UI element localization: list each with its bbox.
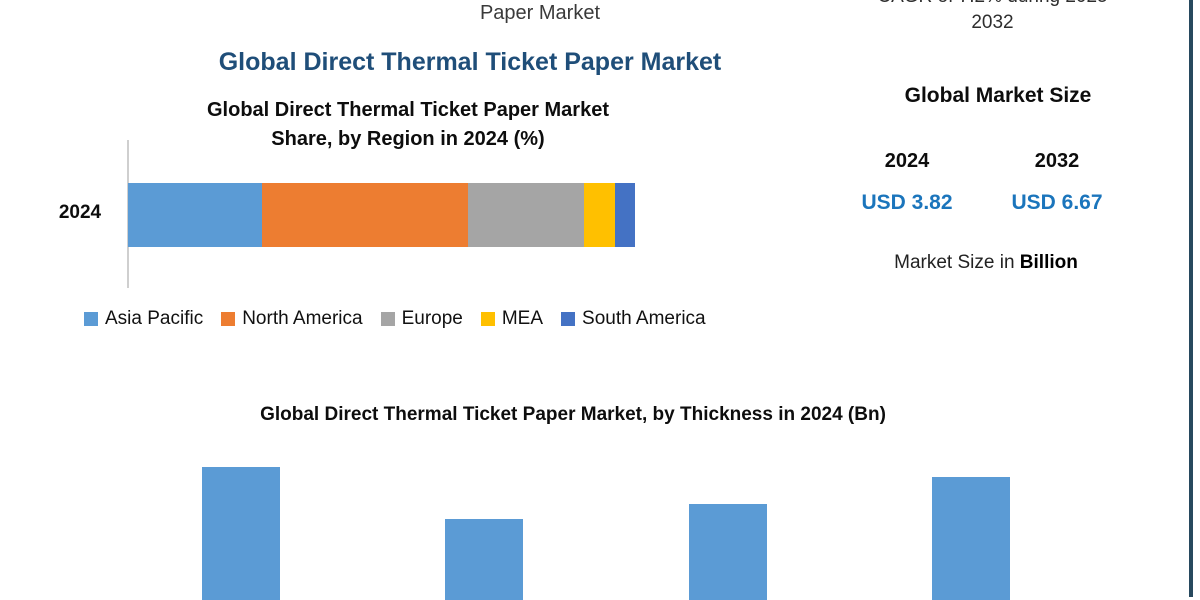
market-size-value-2032: USD 6.67 <box>1011 191 1103 214</box>
thickness-bar-3 <box>688 504 767 600</box>
legend-label-north-america: North America <box>242 308 363 329</box>
thickness-bars <box>0 440 1200 600</box>
region-chart-title: Global Direct Thermal Ticket Paper Marke… <box>123 96 693 154</box>
market-size-year-2024: 2024 <box>884 150 930 172</box>
legend-swatch-south-america <box>561 312 576 326</box>
legend-label-asia-pacific: Asia Pacific <box>105 308 204 329</box>
stacked-bar <box>128 183 635 247</box>
cagr-line-1: CAGR of 7.2% during 2025 <box>820 0 1165 10</box>
region-axis-label-2024: 2024 <box>58 202 102 223</box>
market-size-year-2032: 2032 <box>1034 150 1080 172</box>
legend-item-south-america: South America <box>561 308 706 330</box>
region-chart-title-line-1: Global Direct Thermal Ticket Paper Marke… <box>206 99 609 121</box>
region-chart-title-line-2: Share, by Region in 2024 (%) <box>271 128 545 150</box>
legend-swatch-north-america <box>221 312 236 326</box>
bar-segment-north-america <box>262 183 468 247</box>
right-panel-border <box>1189 0 1193 597</box>
market-size-note: Market Size in Billion <box>840 252 1132 274</box>
region-legend: Asia Pacific North America Europe MEA South … <box>84 308 804 330</box>
thickness-bar-2 <box>445 519 524 600</box>
top-partial-title: Paper Market <box>479 2 601 24</box>
legend-swatch-mea <box>480 312 495 326</box>
cagr-line-2: 2032 <box>971 12 1014 33</box>
legend-item-north-america: North America <box>221 308 363 330</box>
bar-segment-asia-pacific <box>128 183 263 247</box>
cagr-text: CAGR of 7.2% during 2025 2032 <box>820 0 1165 36</box>
legend-label-mea: MEA <box>501 308 544 329</box>
bar-segment-south-america <box>614 183 635 247</box>
legend-item-mea: MEA <box>480 308 544 330</box>
market-size-note-bold: Billion <box>1019 252 1078 273</box>
page-title: Global Direct Thermal Ticket Paper Marke… <box>218 48 722 76</box>
thickness-chart-title: Global Direct Thermal Ticket Paper Marke… <box>260 404 886 425</box>
market-size-note-regular: Market Size in <box>894 252 1020 273</box>
thickness-bar-4 <box>931 477 1010 600</box>
legend-item-asia-pacific: Asia Pacific <box>84 308 203 330</box>
bar-segment-europe <box>467 183 585 247</box>
market-size-value-2024: USD 3.82 <box>861 191 953 214</box>
legend-swatch-europe <box>380 312 395 326</box>
legend-label-south-america: South America <box>582 308 706 329</box>
legend-swatch-asia-pacific <box>84 312 98 326</box>
bar-segment-mea <box>584 183 615 247</box>
thickness-bar-1 <box>202 467 280 600</box>
legend-label-europe: Europe <box>401 308 463 329</box>
legend-item-europe: Europe <box>380 308 463 330</box>
market-size-title: Global Market Size <box>904 84 1092 107</box>
